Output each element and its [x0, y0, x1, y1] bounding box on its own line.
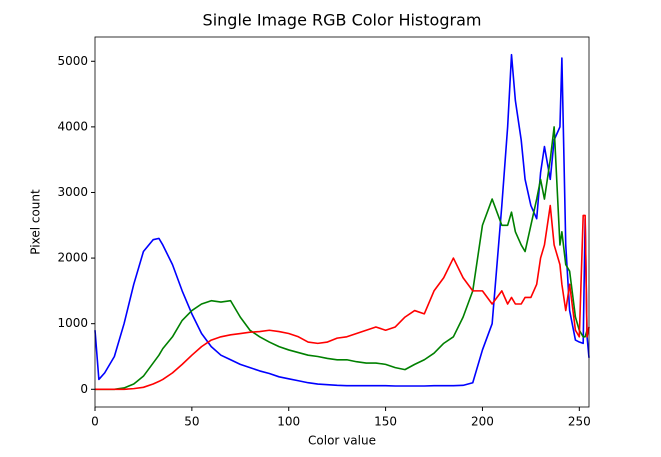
x-tick-label: 50 [184, 415, 199, 429]
y-tick-label: 5000 [57, 54, 88, 68]
y-tick-label: 3000 [57, 185, 88, 199]
y-tick-label: 2000 [57, 251, 88, 265]
x-tick-label: 0 [91, 415, 99, 429]
chart-title: Single Image RGB Color Histogram [203, 11, 482, 30]
y-tick-label: 0 [80, 382, 88, 396]
x-tick-label: 250 [568, 415, 591, 429]
x-tick-label: 200 [471, 415, 494, 429]
x-axis-label: Color value [308, 434, 376, 448]
x-tick-label: 100 [277, 415, 300, 429]
y-tick-label: 4000 [57, 119, 88, 133]
x-tick-label: 150 [374, 415, 397, 429]
series-line [95, 126, 589, 391]
series-line [95, 204, 590, 391]
series-line [94, 53, 590, 387]
y-tick-label: 1000 [57, 316, 88, 330]
plot-frame [94, 36, 590, 408]
y-axis-label: Pixel count [29, 189, 43, 255]
